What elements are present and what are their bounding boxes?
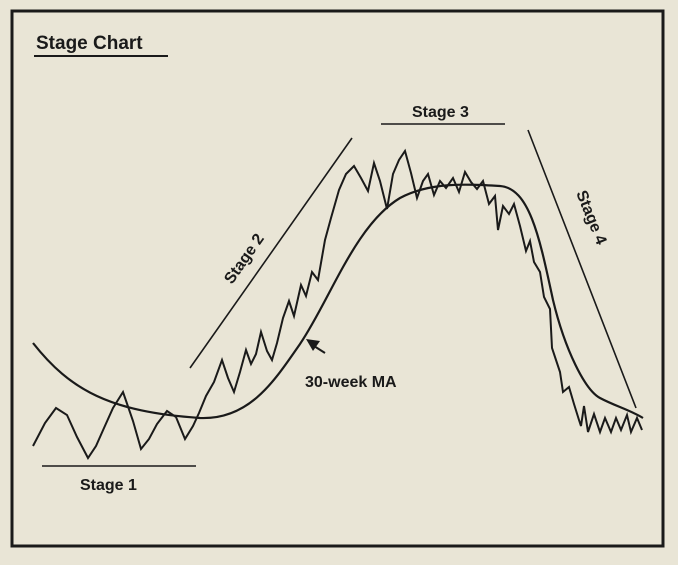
chart-frame <box>10 9 665 548</box>
stage1-label: Stage 1 <box>80 477 137 494</box>
moving-average-curve <box>32 183 644 420</box>
ma-label: 30-week MA <box>305 374 397 391</box>
stage4-trend-line <box>527 129 637 409</box>
stage2-trend-line <box>189 137 353 369</box>
ma-arrow-head <box>306 339 320 351</box>
ma-arrow-shaft <box>313 345 326 354</box>
stage3-label: Stage 3 <box>412 104 469 121</box>
price-line <box>32 148 643 460</box>
chart-title: Stage Chart <box>36 33 143 54</box>
